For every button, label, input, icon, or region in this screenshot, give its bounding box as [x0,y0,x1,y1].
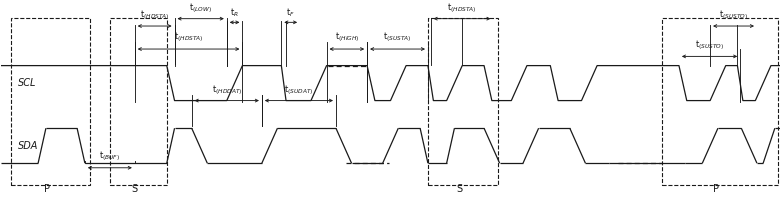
Text: t$_{(HIGH)}$: t$_{(HIGH)}$ [334,31,359,45]
Bar [110,18,167,185]
Text: t$_{(SUSTA)}$: t$_{(SUSTA)}$ [383,31,412,45]
Text: t$_{(LOW)}$: t$_{(LOW)}$ [189,1,212,15]
Text: S: S [132,184,138,194]
Text: t$_{(SUSTO)}$: t$_{(SUSTO)}$ [695,39,724,52]
Text: t$_{(BUF)}$: t$_{(BUF)}$ [99,149,120,163]
Text: t$_{(HDSTA)}$: t$_{(HDSTA)}$ [173,31,203,45]
Text: P: P [45,184,51,194]
Text: t$_{(HDDAT)}$: t$_{(HDDAT)}$ [212,83,242,97]
Bar [11,18,91,185]
Text: t$_{(HDSTA)}$: t$_{(HDSTA)}$ [448,1,477,15]
Bar [662,18,778,185]
Text: t$_{(SUDAT)}$: t$_{(SUDAT)}$ [284,83,314,97]
Text: t$_{(SUSTO)}$: t$_{(SUSTO)}$ [719,8,748,22]
Text: SDA: SDA [18,141,38,151]
Text: t$_{(HDSTA)}$: t$_{(HDSTA)}$ [140,8,169,22]
Text: S: S [456,184,462,194]
Text: P: P [713,184,719,194]
Text: t$_F$: t$_F$ [287,6,295,19]
Text: SCL: SCL [18,78,36,88]
Text: t$_R$: t$_R$ [230,6,239,19]
Bar [428,18,498,185]
